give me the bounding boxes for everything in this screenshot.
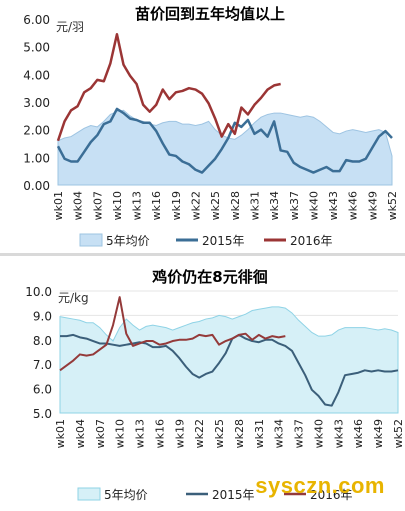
y-tick-label: 1.00 bbox=[23, 151, 50, 165]
line-series-2016 bbox=[56, 32, 281, 142]
x-tick-label: wk43 bbox=[332, 419, 345, 448]
y-tick-label: 6.00 bbox=[23, 13, 50, 27]
x-tick-label: wk10 bbox=[111, 191, 124, 220]
y-tick-label: 10.0 bbox=[25, 285, 52, 299]
legend-label: 5年均价 bbox=[106, 234, 150, 248]
legend: 5年均价 2015年 2016年 bbox=[79, 233, 333, 248]
legend-swatch-area bbox=[77, 487, 101, 501]
y-tick-label: 5.00 bbox=[23, 41, 50, 55]
x-tick-label: wk16 bbox=[153, 419, 166, 448]
chart-panel-top: 苗价回到五年均值以上 元/羽 0.00 1.00 2.00 3.00 4.00 5.00 6… bbox=[0, 0, 405, 254]
x-tick-label: wk49 bbox=[372, 419, 385, 448]
legend-label: 2016年 bbox=[290, 234, 333, 248]
x-tick-label: wk52 bbox=[386, 191, 399, 220]
x-tick-label: wk01 bbox=[52, 191, 65, 220]
chart-panel-bottom: 鸡价仍在8元徘徊 元/kg 5.0 6.0 7.0 8.0 9.0 10.0 wk01 wk… bbox=[0, 256, 405, 507]
chart-title: 鸡价仍在8元徘徊 bbox=[151, 268, 267, 286]
x-tick-label: wk31 bbox=[248, 191, 261, 220]
x-axis-ticks: wk01 wk04 wk07 wk10 wk13 wk16 wk19 wk22 wk25 wk28… bbox=[54, 419, 405, 448]
y-tick-label: 2.00 bbox=[23, 124, 50, 138]
legend-swatch-area bbox=[79, 233, 103, 247]
y-tick-label: 9.0 bbox=[33, 309, 52, 323]
x-tick-label: wk16 bbox=[150, 191, 163, 220]
line-series-2016 bbox=[59, 296, 286, 372]
series-lines bbox=[59, 296, 399, 407]
series-area-5yr-avg bbox=[59, 306, 399, 414]
x-tick-label: wk31 bbox=[253, 419, 266, 448]
y-axis-ticks: 5.0 6.0 7.0 8.0 9.0 10.0 bbox=[25, 285, 52, 421]
x-axis-ticks: wk01 wk04 wk07 wk10 wk13 wk16 wk19 wk22 wk25 wk28… bbox=[52, 191, 399, 220]
series-lines bbox=[56, 32, 393, 174]
x-tick-label: wk43 bbox=[327, 191, 340, 220]
chart-title: 苗价回到五年均值以上 bbox=[135, 5, 285, 23]
y-axis-ticks: 0.00 1.00 2.00 3.00 4.00 5.00 6.00 bbox=[23, 13, 50, 193]
line-series-2015 bbox=[60, 333, 399, 407]
y-unit-label: 元/kg bbox=[58, 291, 89, 305]
x-tick-label: wk40 bbox=[312, 419, 325, 448]
x-tick-label: wk37 bbox=[288, 191, 301, 220]
x-tick-label: wk04 bbox=[74, 419, 87, 448]
watermark: sysczn.com bbox=[255, 473, 385, 498]
x-tick-label: wk04 bbox=[72, 191, 85, 220]
x-tick-label: wk01 bbox=[54, 419, 67, 448]
x-tick-label: wk10 bbox=[114, 419, 127, 448]
x-tick-label: wk34 bbox=[273, 419, 286, 448]
x-tick-label: wk52 bbox=[392, 419, 405, 448]
x-tick-label: wk22 bbox=[193, 419, 206, 448]
x-tick-label: wk28 bbox=[233, 419, 246, 448]
y-tick-label: 0.00 bbox=[23, 179, 50, 193]
y-tick-label: 5.0 bbox=[33, 407, 52, 421]
x-tick-label: wk25 bbox=[209, 191, 222, 220]
chart-bottom-svg: 鸡价仍在8元徘徊 元/kg 5.06.07.08.09.010.0 wk01 wk… bbox=[25, 268, 405, 502]
x-tick-label: wk07 bbox=[94, 419, 107, 448]
legend-label: 2015年 bbox=[212, 488, 255, 502]
x-tick-label: wk37 bbox=[293, 419, 306, 448]
y-tick-label: 4.00 bbox=[23, 68, 50, 82]
legend-label: 2015年 bbox=[202, 234, 245, 248]
x-tick-label: wk13 bbox=[131, 191, 144, 220]
x-tick-label: wk19 bbox=[170, 191, 183, 220]
x-tick-label: wk19 bbox=[173, 419, 186, 448]
chart-top-svg: 苗价回到五年均值以上 元/羽 0.00 1.00 2.00 3.00 4.00 5.00 6… bbox=[23, 5, 399, 248]
x-tick-label: wk40 bbox=[307, 191, 320, 220]
y-unit-label: 元/羽 bbox=[56, 20, 84, 34]
legend-label: 5年均价 bbox=[104, 488, 148, 502]
x-tick-label: wk25 bbox=[213, 419, 226, 448]
y-tick-label: 7.0 bbox=[33, 358, 52, 372]
line-series-2015 bbox=[56, 107, 393, 174]
x-tick-label: wk46 bbox=[352, 419, 365, 448]
x-tick-label: wk13 bbox=[134, 419, 147, 448]
area-series-5yr-avg bbox=[59, 306, 399, 414]
panel-divider bbox=[0, 253, 405, 257]
y-tick-label: 8.0 bbox=[33, 334, 52, 348]
x-tick-label: wk46 bbox=[347, 191, 360, 220]
x-tick-label: wk22 bbox=[190, 191, 203, 220]
x-tick-label: wk28 bbox=[229, 191, 242, 220]
x-tick-label: wk49 bbox=[366, 191, 379, 220]
y-tick-label: 6.0 bbox=[33, 383, 52, 397]
x-tick-label: wk34 bbox=[268, 191, 281, 220]
x-tick-label: wk07 bbox=[91, 191, 104, 220]
y-tick-label: 3.00 bbox=[23, 96, 50, 110]
legend: 5年均价 2015年 2016年 bbox=[77, 487, 353, 502]
legend-label: 2016年 bbox=[310, 488, 353, 502]
